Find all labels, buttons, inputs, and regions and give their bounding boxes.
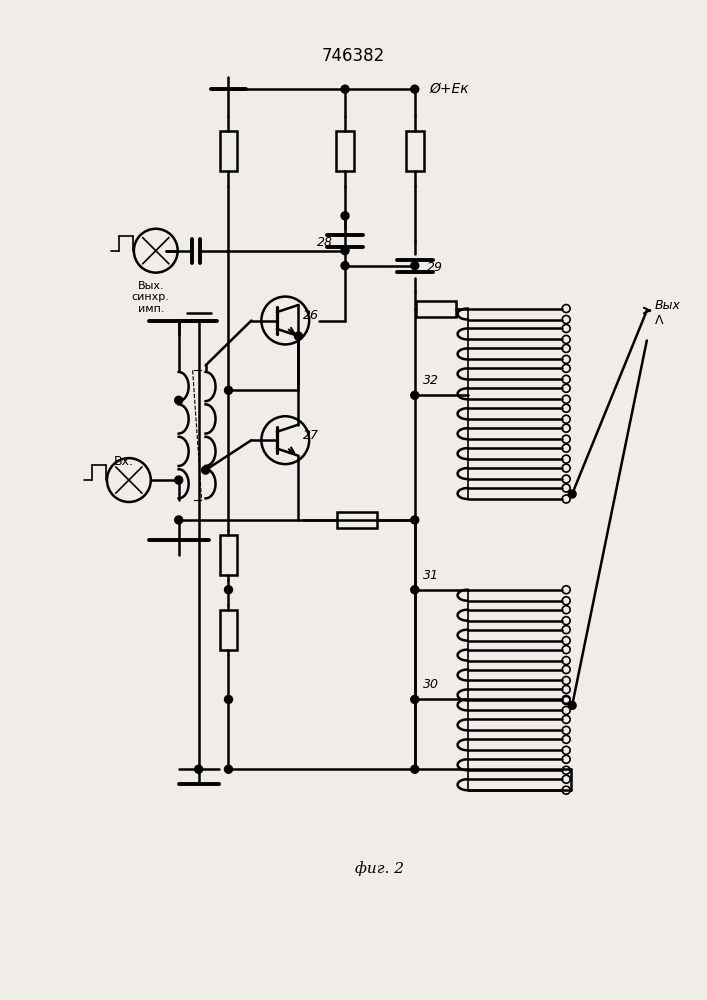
Circle shape	[194, 765, 203, 773]
Bar	[406, 131, 423, 171]
Text: фиг. 2: фиг. 2	[356, 862, 404, 876]
Text: 30: 30	[423, 678, 439, 691]
Text: 746382: 746382	[322, 47, 385, 65]
Bar	[220, 535, 238, 575]
Circle shape	[411, 765, 419, 773]
Circle shape	[225, 586, 233, 594]
Circle shape	[175, 396, 182, 404]
Circle shape	[568, 701, 576, 709]
Circle shape	[201, 466, 209, 474]
Circle shape	[225, 765, 233, 773]
Circle shape	[341, 262, 349, 270]
Circle shape	[411, 516, 419, 524]
Bar	[336, 131, 354, 171]
Text: 26: 26	[303, 309, 319, 322]
Circle shape	[225, 695, 233, 703]
Circle shape	[175, 476, 182, 484]
Circle shape	[411, 262, 419, 270]
Bar	[220, 131, 238, 171]
Text: 27: 27	[303, 429, 319, 442]
Text: Вых.
синхр.
имп.: Вых. синхр. имп.	[132, 281, 170, 314]
Text: Ø+Eк: Ø+Eк	[430, 82, 469, 96]
Text: Λ: Λ	[655, 314, 663, 327]
Text: 28: 28	[317, 236, 333, 249]
Circle shape	[411, 391, 419, 399]
Circle shape	[411, 85, 419, 93]
Text: 29: 29	[427, 261, 443, 274]
Text: Вых: Вых	[655, 299, 681, 312]
Text: 31: 31	[423, 569, 439, 582]
Circle shape	[225, 386, 233, 394]
Circle shape	[294, 332, 303, 340]
Circle shape	[411, 695, 419, 703]
Text: 32: 32	[423, 374, 439, 387]
Circle shape	[341, 85, 349, 93]
Circle shape	[341, 247, 349, 255]
Text: Вх.: Вх.	[114, 455, 134, 468]
Circle shape	[411, 586, 419, 594]
Circle shape	[568, 490, 576, 498]
Circle shape	[175, 516, 182, 524]
Circle shape	[341, 212, 349, 220]
Bar	[416, 301, 456, 317]
Bar	[220, 610, 238, 650]
Bar	[337, 512, 377, 528]
